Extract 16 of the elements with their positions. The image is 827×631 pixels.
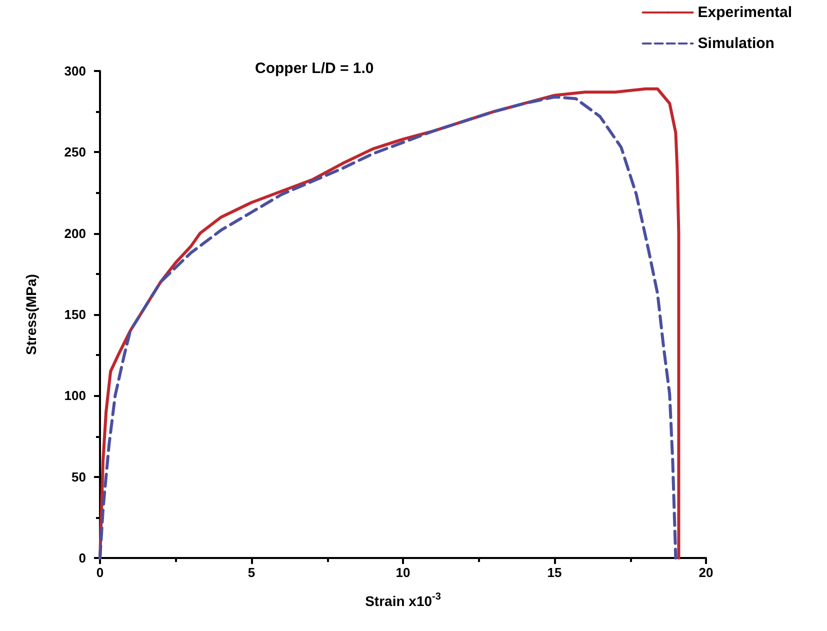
y-tick-label: 150 [64,307,86,322]
y-tick-label: 300 [64,64,86,78]
legend-label: Experimental [698,4,792,21]
y-tick-label: 250 [64,144,86,160]
y-tick-label: 200 [64,226,86,241]
chart-title: Copper L/D = 1.0 [255,60,374,77]
y-axis-title: Stress(MPa) [23,274,39,355]
x-tick-label: 20 [698,565,714,580]
x-tick-label: 10 [396,565,410,580]
x-tick-label: 15 [547,565,562,580]
legend-label: Simulation [698,35,774,52]
x-tick-label: 0 [96,565,104,580]
x-tick-label: 5 [248,565,256,580]
y-tick-label: 0 [78,550,86,566]
y-tick-label: 50 [72,469,86,484]
y-tick-label: 100 [64,388,86,404]
